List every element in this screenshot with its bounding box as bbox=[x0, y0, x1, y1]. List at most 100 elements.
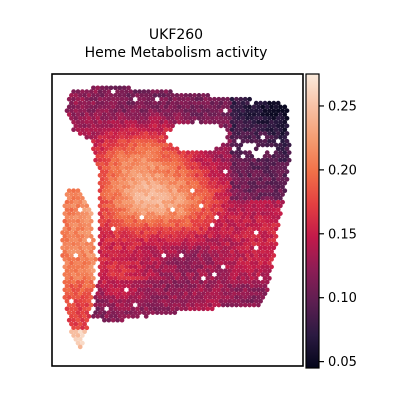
spot bbox=[179, 108, 184, 114]
spot bbox=[267, 192, 272, 197]
spot bbox=[168, 287, 173, 293]
spot bbox=[91, 237, 96, 243]
spot bbox=[154, 211, 160, 216]
spot bbox=[165, 245, 171, 251]
spot bbox=[179, 192, 184, 197]
spot bbox=[128, 195, 134, 201]
spot bbox=[135, 230, 140, 235]
spot bbox=[106, 302, 112, 308]
spot bbox=[275, 207, 281, 213]
spot bbox=[75, 279, 81, 285]
spot bbox=[267, 169, 272, 174]
spot bbox=[179, 100, 184, 106]
spot bbox=[269, 127, 274, 133]
spot bbox=[168, 89, 173, 94]
spot bbox=[99, 291, 105, 296]
spot bbox=[273, 173, 279, 178]
spot bbox=[62, 218, 68, 224]
spot bbox=[220, 234, 226, 239]
spot bbox=[126, 215, 131, 220]
spot bbox=[115, 157, 120, 163]
spot bbox=[256, 127, 261, 133]
spot bbox=[152, 291, 158, 296]
spot bbox=[97, 211, 103, 216]
spot bbox=[196, 154, 202, 159]
spot bbox=[73, 108, 79, 114]
spot bbox=[97, 127, 103, 133]
spot bbox=[181, 249, 186, 255]
spot bbox=[196, 115, 202, 121]
spot bbox=[110, 104, 116, 110]
spot bbox=[161, 161, 167, 167]
spot bbox=[141, 134, 147, 140]
spot bbox=[273, 188, 279, 194]
spot bbox=[262, 230, 268, 235]
spot bbox=[218, 154, 224, 159]
spot bbox=[170, 100, 175, 106]
spot bbox=[269, 119, 274, 125]
spot bbox=[242, 150, 248, 155]
spot bbox=[139, 237, 145, 243]
spot bbox=[203, 195, 208, 201]
spot bbox=[253, 298, 259, 304]
spot bbox=[271, 169, 277, 174]
spot bbox=[121, 154, 127, 159]
spot bbox=[146, 96, 151, 102]
spot bbox=[284, 154, 290, 159]
spot bbox=[113, 260, 118, 266]
spot bbox=[225, 157, 230, 163]
spot bbox=[126, 138, 131, 144]
spot bbox=[183, 283, 189, 289]
spot bbox=[245, 154, 250, 159]
spot bbox=[183, 192, 189, 197]
spot bbox=[251, 112, 257, 117]
spot bbox=[209, 207, 215, 213]
spot bbox=[135, 176, 140, 182]
spot bbox=[185, 272, 191, 277]
spot bbox=[73, 93, 79, 98]
spot bbox=[82, 260, 87, 266]
spot bbox=[190, 287, 195, 293]
spot bbox=[231, 161, 237, 167]
spot bbox=[251, 104, 257, 110]
spot bbox=[119, 104, 125, 110]
spot bbox=[82, 108, 87, 114]
spot bbox=[165, 184, 171, 190]
spot bbox=[84, 264, 90, 270]
spot bbox=[194, 203, 200, 209]
spot bbox=[227, 146, 233, 152]
spot bbox=[165, 283, 171, 289]
spot bbox=[201, 245, 206, 251]
spot bbox=[77, 93, 83, 98]
spot bbox=[148, 245, 153, 251]
spot bbox=[218, 298, 224, 304]
spot bbox=[148, 115, 153, 121]
spot bbox=[161, 192, 167, 197]
spot bbox=[128, 287, 134, 293]
spot bbox=[157, 131, 162, 136]
spot bbox=[64, 230, 70, 235]
spot bbox=[201, 268, 206, 274]
spot bbox=[238, 211, 244, 216]
spot bbox=[124, 218, 129, 224]
spot bbox=[240, 283, 246, 289]
spot bbox=[137, 134, 142, 140]
spot bbox=[115, 295, 120, 300]
spot bbox=[139, 146, 145, 152]
spot bbox=[84, 211, 90, 216]
spot bbox=[220, 119, 226, 125]
spot bbox=[143, 306, 149, 312]
spot bbox=[229, 127, 235, 133]
spot bbox=[132, 203, 138, 209]
spot bbox=[104, 253, 109, 258]
spot bbox=[231, 138, 237, 144]
spot bbox=[159, 157, 164, 163]
spot bbox=[256, 241, 261, 247]
spot bbox=[124, 165, 129, 171]
spot bbox=[84, 127, 90, 133]
spot bbox=[154, 173, 160, 178]
spot bbox=[247, 150, 252, 155]
spot bbox=[143, 131, 149, 136]
spot bbox=[132, 241, 138, 247]
spot bbox=[66, 302, 72, 308]
